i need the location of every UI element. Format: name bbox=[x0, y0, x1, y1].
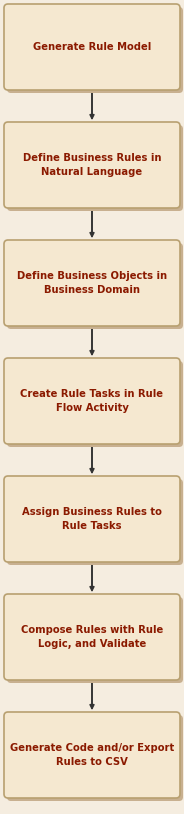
FancyBboxPatch shape bbox=[4, 476, 180, 562]
FancyBboxPatch shape bbox=[7, 125, 183, 211]
FancyBboxPatch shape bbox=[4, 712, 180, 798]
FancyBboxPatch shape bbox=[7, 7, 183, 93]
FancyBboxPatch shape bbox=[4, 594, 180, 680]
FancyBboxPatch shape bbox=[4, 240, 180, 326]
Text: Generate Rule Model: Generate Rule Model bbox=[33, 42, 151, 52]
FancyBboxPatch shape bbox=[7, 243, 183, 329]
Text: Assign Business Rules to
Rule Tasks: Assign Business Rules to Rule Tasks bbox=[22, 507, 162, 531]
FancyBboxPatch shape bbox=[4, 358, 180, 444]
Text: Compose Rules with Rule
Logic, and Validate: Compose Rules with Rule Logic, and Valid… bbox=[21, 625, 163, 649]
Text: Generate Code and/or Export
Rules to CSV: Generate Code and/or Export Rules to CSV bbox=[10, 743, 174, 767]
FancyBboxPatch shape bbox=[4, 122, 180, 208]
Text: Define Business Objects in
Business Domain: Define Business Objects in Business Doma… bbox=[17, 271, 167, 295]
Text: Create Rule Tasks in Rule
Flow Activity: Create Rule Tasks in Rule Flow Activity bbox=[20, 389, 164, 413]
Text: Define Business Rules in
Natural Language: Define Business Rules in Natural Languag… bbox=[23, 153, 161, 177]
FancyBboxPatch shape bbox=[4, 4, 180, 90]
FancyBboxPatch shape bbox=[7, 715, 183, 801]
FancyBboxPatch shape bbox=[7, 597, 183, 683]
FancyBboxPatch shape bbox=[7, 479, 183, 565]
FancyBboxPatch shape bbox=[7, 361, 183, 447]
